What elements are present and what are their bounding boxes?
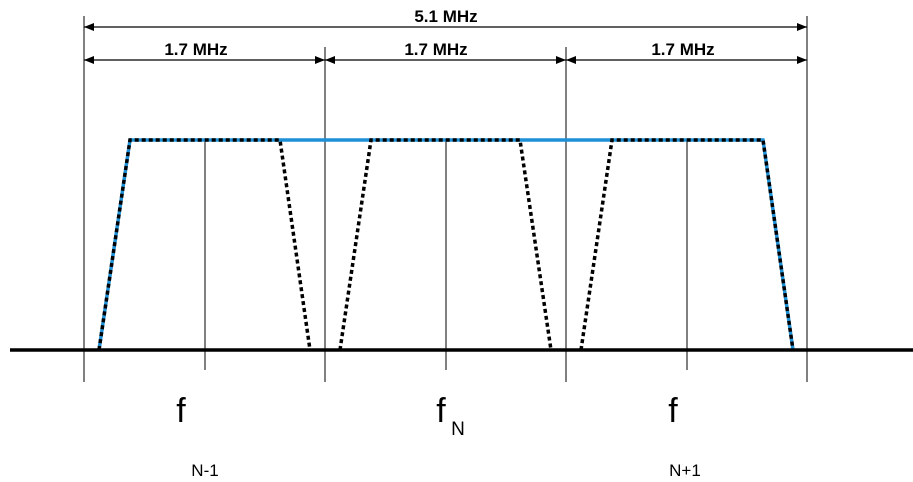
- channel-bandwidth-label-2: 1.7 MHz: [404, 40, 467, 59]
- freq-label-left-main: f: [176, 392, 186, 430]
- channel-bandwidth-label-3: 1.7 MHz: [651, 40, 714, 59]
- channel-mask-right: [579, 138, 795, 351]
- channel-bandwidth-label-1: 1.7 MHz: [164, 40, 227, 59]
- freq-label-right-main: f: [668, 392, 678, 430]
- freq-label-right-subscript: N+1: [669, 461, 701, 480]
- channel-mask-center: [338, 138, 553, 351]
- freq-label-center-subscript: N: [451, 419, 465, 440]
- total-bandwidth-label: 5.1 MHz: [414, 7, 477, 26]
- freq-label-left-subscript: N-1: [191, 461, 218, 480]
- freq-label-center-main: f: [436, 392, 446, 430]
- channel-mask-left: [97, 138, 312, 351]
